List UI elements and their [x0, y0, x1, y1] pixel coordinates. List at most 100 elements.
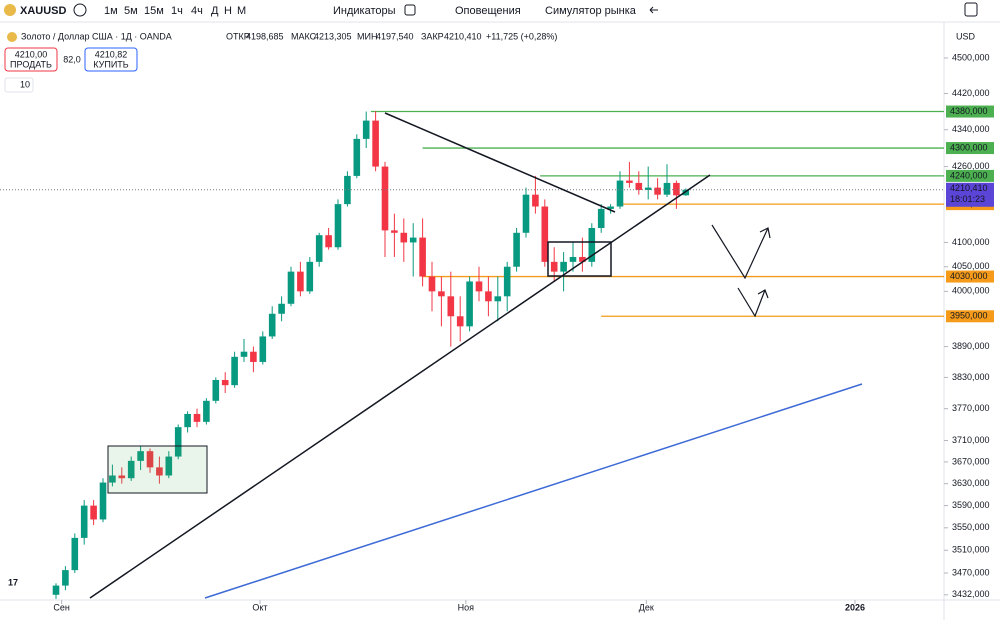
layouts-icon[interactable] — [404, 4, 416, 16]
candle-body — [325, 235, 332, 248]
candle-body — [409, 237, 417, 243]
toolbar-bg — [0, 0, 1000, 22]
level-tag — [946, 142, 994, 155]
y-tick-label: 3770,000 — [952, 403, 990, 413]
candle-body — [174, 427, 182, 457]
candle-body — [579, 256, 586, 262]
candle-body — [597, 208, 605, 228]
candle-body — [221, 379, 229, 386]
plot: 4500,000 4420,000 4340,000 4260,000 4100,000… — [0, 52, 994, 612]
candle-body — [99, 482, 107, 520]
currency[interactable]: USD — [956, 31, 976, 41]
level-label: 4300,000 — [950, 142, 988, 152]
candle-body — [663, 182, 671, 195]
drawings: 17 — [8, 112, 863, 599]
alerts-button[interactable]: Оповещения — [455, 5, 521, 17]
candle-body — [52, 585, 60, 595]
candle-body — [485, 291, 492, 302]
candle-body — [475, 281, 483, 292]
y-tick-label: 3510,000 — [952, 545, 990, 555]
legend-title: Золото / Доллар США · 1Д · OANDA — [21, 31, 172, 41]
interval-button[interactable]: 1м — [104, 5, 118, 17]
y-tick-label: 3432,000 — [952, 589, 990, 599]
candle-body — [90, 505, 97, 520]
simulator-button[interactable]: Симулятор рынка — [545, 5, 637, 17]
candle-body — [644, 187, 652, 190]
candle-body — [127, 460, 135, 479]
interval-button[interactable]: 4ч — [191, 5, 203, 17]
x-tick-label: Окт — [252, 602, 267, 612]
indicators-button[interactable]: Индикаторы — [333, 5, 396, 17]
candle-body — [297, 271, 304, 292]
candle-body — [184, 413, 191, 428]
indicator-toggle[interactable] — [4, 77, 34, 93]
add-symbol[interactable] — [73, 3, 87, 17]
low-label: МИН — [357, 31, 377, 41]
sell-price: 4210,00 — [15, 49, 48, 59]
toolbar: XAUUSD 1м 5м 15м 1ч 4ч Д Н М Индикаторы Оповеще… — [0, 0, 1000, 23]
candle-body — [522, 194, 530, 233]
candle-body — [654, 187, 661, 195]
open: 4198,685 — [246, 31, 284, 41]
x-tick-label: 2026 — [845, 602, 865, 612]
candle-body — [344, 175, 351, 205]
interval-button[interactable]: 1ч — [171, 5, 183, 17]
buy-label: КУПИТЬ — [93, 59, 128, 69]
y-tick-label: 4340,000 — [952, 124, 990, 134]
x-tick-label: Сен — [53, 602, 70, 612]
y-tick-label: 4100,000 — [952, 237, 990, 247]
indicator-count: 10 — [20, 79, 30, 89]
symbol[interactable]: XAUUSD — [20, 5, 67, 17]
candle-body — [513, 232, 520, 267]
candle-body — [278, 303, 285, 314]
candle-body — [607, 206, 614, 209]
interval-button[interactable]: Н — [224, 5, 232, 17]
candle-body — [193, 413, 201, 422]
low: 4197,540 — [376, 31, 414, 41]
candle-body — [146, 451, 154, 468]
level-tag — [946, 105, 994, 118]
fullscreen[interactable] — [964, 2, 978, 17]
candle-body — [541, 206, 549, 262]
y-tick-label: 3710,000 — [952, 435, 990, 445]
candle-body — [212, 379, 220, 401]
candle-body — [626, 180, 633, 183]
candle-body — [231, 356, 238, 386]
projection-arrow — [711, 224, 771, 280]
candle-body — [532, 194, 539, 207]
buy-button[interactable] — [84, 47, 138, 72]
high: 4213,305 — [314, 31, 352, 41]
interval-button[interactable]: 5м — [124, 5, 138, 17]
candle-body — [156, 467, 163, 476]
candle-body — [287, 271, 295, 304]
candle-body — [447, 296, 455, 317]
y-tick-label: 3470,000 — [952, 567, 990, 577]
y-tick-label: 4000,000 — [952, 286, 990, 296]
level-tag — [946, 270, 994, 283]
x-tick-label: Ноя — [458, 602, 475, 612]
level-tag — [946, 169, 994, 182]
sell-button[interactable] — [4, 47, 58, 72]
level-tag — [946, 310, 994, 323]
undo[interactable] — [649, 6, 658, 14]
open-label: ОТКР — [226, 31, 250, 41]
y-tick-label: 3670,000 — [952, 456, 990, 466]
interval-button[interactable]: Д — [211, 5, 219, 17]
y-tick-label: 3550,000 — [952, 522, 990, 532]
candle-body — [494, 296, 502, 302]
interval-button[interactable]: М — [237, 5, 246, 17]
level-label: 4240,000 — [950, 170, 988, 180]
candle-body — [118, 475, 126, 479]
candle-body — [503, 266, 511, 297]
candle-body — [137, 451, 144, 461]
y-tick-label: 3630,000 — [952, 478, 990, 488]
interval-button[interactable]: 15м — [144, 5, 164, 17]
candle-body — [550, 261, 558, 272]
y-tick-label: 3830,000 — [952, 372, 990, 382]
legend-icon — [7, 32, 17, 42]
tv-logo: 17 — [8, 577, 18, 587]
sell-label: ПРОДАТЬ — [10, 59, 52, 69]
candle-body — [635, 182, 643, 190]
